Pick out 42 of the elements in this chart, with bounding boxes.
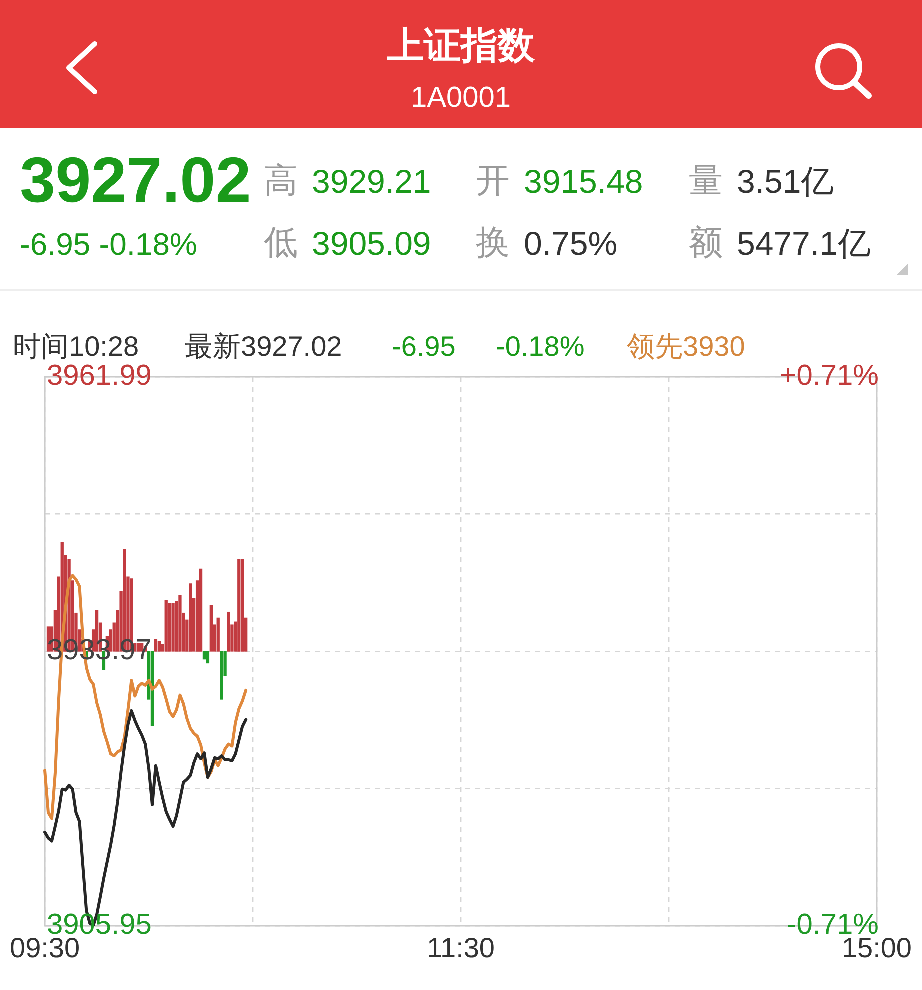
bar xyxy=(158,641,162,652)
text: 3905.09 xyxy=(312,225,432,262)
text: 开 xyxy=(476,162,510,200)
text: 3929.21 xyxy=(312,163,432,200)
text: -6.95 xyxy=(392,331,456,362)
bar xyxy=(199,568,203,652)
chart-subtitle: 1A0001 xyxy=(410,82,512,114)
y-tick-label: 3961.99 xyxy=(47,360,152,392)
bar xyxy=(168,603,172,652)
bar xyxy=(189,584,192,652)
text: 额 xyxy=(689,224,723,262)
chart-title: 上证指数 xyxy=(386,25,536,66)
bar xyxy=(206,651,210,664)
text: 3915.48 xyxy=(524,163,644,200)
text: 领先3930 xyxy=(627,331,746,362)
bar xyxy=(172,603,175,652)
bar xyxy=(227,612,230,652)
x-tick-label: 11:30 xyxy=(427,932,495,964)
y-tick-label: 3933.97 xyxy=(47,634,152,666)
text: 3927.02 xyxy=(20,144,252,216)
text: 高 xyxy=(264,162,298,200)
bar xyxy=(202,651,206,660)
bar xyxy=(154,639,158,652)
text: -6.95 -0.18% xyxy=(20,227,198,262)
text: 3.51亿 xyxy=(737,163,834,200)
bar xyxy=(137,643,140,652)
bar xyxy=(238,559,241,652)
text: 量 xyxy=(689,162,723,200)
bar xyxy=(210,605,213,652)
text: 换 xyxy=(476,224,510,262)
bar xyxy=(164,600,168,652)
text: 0.75% xyxy=(524,225,618,262)
text: 低 xyxy=(264,224,298,262)
text: 5477.1亿 xyxy=(737,225,871,262)
bar xyxy=(178,595,182,652)
bar xyxy=(216,618,220,652)
text: 时间10:28 xyxy=(13,331,140,362)
text: -0.18% xyxy=(496,331,585,362)
bar xyxy=(220,651,224,700)
bar xyxy=(241,559,244,652)
text: 最新3927.02 xyxy=(185,331,342,362)
y2-tick-label: +0.71% xyxy=(780,360,879,392)
